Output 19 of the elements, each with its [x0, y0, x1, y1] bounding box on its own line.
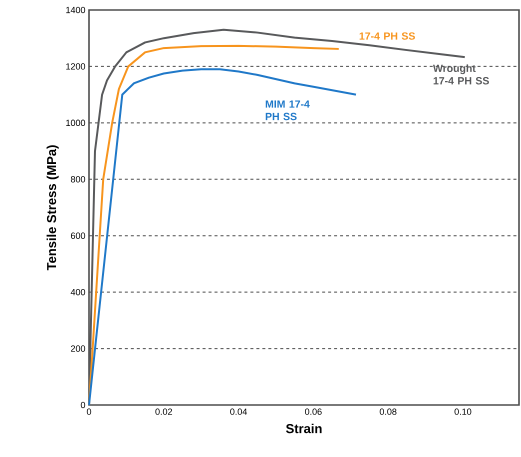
x-tick-label: 0.10: [454, 408, 472, 415]
series-label: Wrought 17-4 PH SS: [433, 64, 489, 84]
x-tick-label: 0.06: [304, 408, 322, 415]
y-tick-label: 1400: [66, 6, 86, 14]
y-tick-label: 200: [70, 345, 86, 352]
x-tick-label: 0: [86, 408, 92, 415]
x-tick-label: 0.04: [230, 408, 248, 415]
y-axis-title: Tensile Stress (MPa): [46, 145, 59, 270]
y-tick-label: 600: [70, 232, 86, 239]
y-tick-label: 400: [70, 288, 86, 296]
text: 17-4 PH SS: [360, 32, 415, 40]
y-tick-label: 0: [80, 402, 86, 408]
y-tick-label: 1000: [66, 120, 86, 126]
y-tick-label: 800: [70, 176, 86, 182]
y-tick-label: 1200: [66, 63, 86, 70]
x-tick-label: 0.08: [380, 408, 396, 415]
x-tick-label: 0.02: [155, 408, 172, 415]
series-label: MIM 17-4 PH SS: [266, 100, 310, 120]
x-axis-title: Strain: [286, 424, 322, 434]
